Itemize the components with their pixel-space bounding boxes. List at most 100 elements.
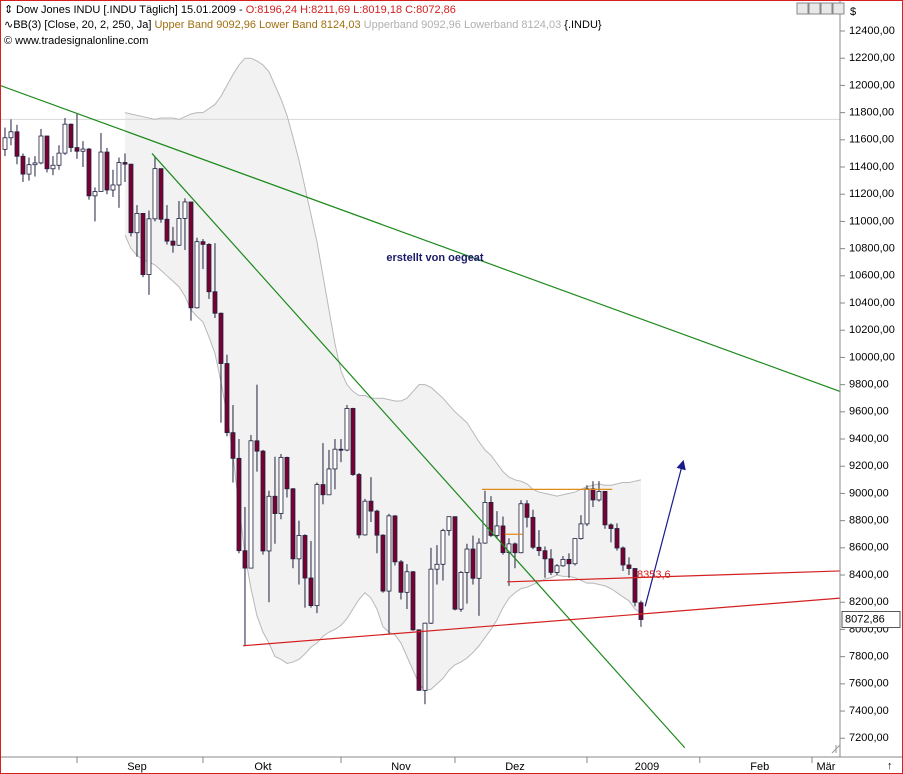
candle-body <box>110 184 116 191</box>
scroll-up[interactable]: ↑ <box>887 760 893 772</box>
candle-body <box>68 123 74 148</box>
candle-body <box>542 550 548 560</box>
candle-body <box>38 135 44 164</box>
candle-body <box>170 240 176 246</box>
candle-body <box>320 484 326 496</box>
candle-body <box>344 408 350 451</box>
trendline <box>0 84 841 392</box>
candle-body <box>548 558 554 573</box>
candle-body <box>584 488 590 525</box>
x-tick-label: Feb <box>750 761 769 773</box>
candle-body <box>2 137 8 150</box>
candle-body <box>200 241 206 245</box>
bands2: Upperband 9092,96 Lowerband 8124,03 <box>364 19 562 31</box>
candle-body <box>392 515 398 563</box>
last-price: 8072,86 <box>845 613 885 625</box>
grip <box>831 744 841 754</box>
button-max[interactable] <box>820 2 833 15</box>
x-tick-label: Dez <box>505 761 525 773</box>
candle-body <box>188 201 194 309</box>
trendline <box>507 570 841 583</box>
candle-body <box>176 218 182 246</box>
y-tick-label: 10400,00 <box>849 297 895 309</box>
y-tick-label: 9800,00 <box>849 379 889 391</box>
x-tick-label: Okt <box>254 761 271 773</box>
candle-body <box>260 450 266 552</box>
bb: BB(3) [Close, 20, 2, 250, Ja] <box>13 19 151 31</box>
candle-body <box>314 484 320 607</box>
candle-body <box>164 218 170 242</box>
trendline <box>151 153 686 749</box>
button-close[interactable] <box>832 2 845 15</box>
candle-body <box>80 148 86 152</box>
candle-body <box>224 363 230 434</box>
candle-body <box>206 243 212 293</box>
x-tick-label: 2009 <box>635 761 659 773</box>
y-axis-panel <box>840 0 903 774</box>
y-tick-label: 12000,00 <box>849 79 895 91</box>
y-tick-label: 11800,00 <box>849 107 894 119</box>
ohlc: O:8196,24 H:8211,69 L:8019,18 C:8072,86 <box>246 4 456 16</box>
candle-body <box>374 510 380 536</box>
y-tick-label: 11600,00 <box>849 134 894 146</box>
candle-body <box>182 201 188 219</box>
candle-body <box>302 535 308 579</box>
candle-body <box>446 516 452 531</box>
candle-body <box>626 564 632 569</box>
candle-body <box>56 152 62 166</box>
candle-body <box>560 558 566 567</box>
candle-body <box>404 571 410 593</box>
trendline <box>644 459 686 607</box>
bollinger-band <box>124 57 642 497</box>
candle-body <box>146 218 152 275</box>
button-left[interactable] <box>796 2 809 15</box>
button-right[interactable] <box>808 2 821 15</box>
candle-body <box>152 168 158 220</box>
y-tick-label: 9400,00 <box>849 433 889 445</box>
candle-body <box>512 543 518 554</box>
y-tick-label: 11200,00 <box>849 188 894 200</box>
symbol: {.INDU} <box>564 19 602 31</box>
y-tick-label: 11000,00 <box>849 215 894 227</box>
candle-body <box>308 577 314 607</box>
candle-body <box>440 530 446 565</box>
header-bb: ∿BB(3) [Close, 20, 2, 250, Ja] Upper Ban… <box>4 19 602 31</box>
candle-body <box>140 212 146 275</box>
candle-body <box>50 164 56 170</box>
candle-body <box>296 535 302 560</box>
candle-body <box>566 558 572 565</box>
candle-body <box>86 148 92 197</box>
candle-body <box>242 550 248 569</box>
candle-body <box>26 164 32 175</box>
candle-body <box>254 440 260 452</box>
candle-body <box>116 162 122 186</box>
candle-body <box>632 568 638 603</box>
y-tick-label: 7600,00 <box>849 678 889 690</box>
bollinger-band <box>124 234 642 692</box>
annotation: erstellt von oegeat <box>386 252 484 264</box>
candle-body <box>8 131 14 139</box>
candle-body <box>620 547 626 566</box>
candle-body <box>290 488 296 560</box>
y-tick-label: 10800,00 <box>849 243 895 255</box>
currency: $ <box>850 6 856 18</box>
candle-body <box>602 490 608 526</box>
candle-body <box>74 147 80 152</box>
x-tick-label: Mär <box>817 761 836 773</box>
candle-body <box>422 622 428 691</box>
candle-body <box>278 456 284 514</box>
candle-body <box>554 565 560 573</box>
candle-body <box>536 546 542 552</box>
candle-body <box>158 168 164 220</box>
candle-body <box>284 456 290 490</box>
candle-body <box>476 542 482 579</box>
header: ⇕ Dow Jones INDU [.INDU Täglich] 15.01.2… <box>4 4 602 47</box>
candle-body <box>608 524 614 529</box>
trendline <box>243 597 841 647</box>
candle-body <box>494 525 500 536</box>
candle-body <box>524 503 530 518</box>
candle-body <box>614 528 620 549</box>
window-buttons <box>796 2 845 15</box>
y-tick-label: 7400,00 <box>849 705 889 717</box>
x-tick-label: Sep <box>127 761 147 773</box>
